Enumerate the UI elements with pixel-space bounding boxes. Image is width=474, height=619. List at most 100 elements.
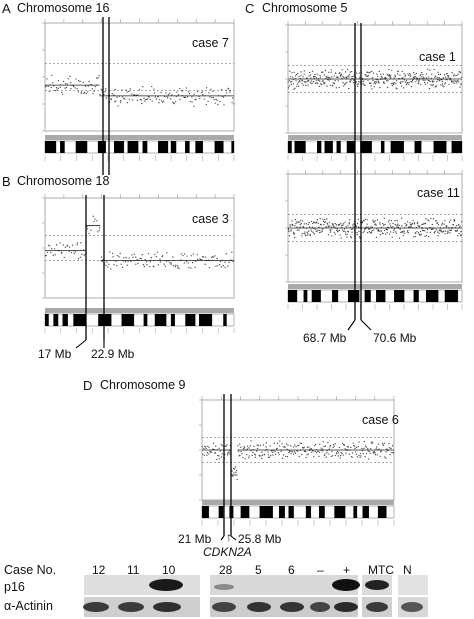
case-label-a: case 7 <box>192 36 229 50</box>
data-point <box>302 80 304 82</box>
data-point <box>446 79 448 81</box>
data-point <box>202 453 204 455</box>
data-point <box>437 224 440 226</box>
data-point <box>84 91 86 94</box>
data-point <box>428 87 431 90</box>
data-point <box>226 454 229 456</box>
data-point <box>381 76 383 78</box>
data-point <box>391 84 393 87</box>
data-point <box>378 70 381 73</box>
data-point <box>400 85 403 87</box>
data-point <box>334 454 337 457</box>
data-point <box>363 447 365 450</box>
data-point <box>322 441 324 443</box>
data-point <box>210 451 213 454</box>
data-point <box>390 219 393 222</box>
data-point <box>167 94 170 96</box>
data-point <box>290 81 292 83</box>
data-point <box>431 84 433 87</box>
data-point <box>45 254 47 257</box>
data-point <box>304 235 307 237</box>
data-point <box>120 89 123 91</box>
data-point <box>193 93 195 95</box>
data-point <box>93 90 95 93</box>
data-point <box>355 446 358 449</box>
data-point <box>139 258 141 260</box>
data-point <box>346 236 348 238</box>
data-point <box>422 229 425 232</box>
data-point <box>191 101 193 103</box>
data-point <box>348 76 350 78</box>
actinin-band-lane-n <box>401 602 423 612</box>
data-point <box>135 263 137 265</box>
data-point <box>291 72 293 74</box>
data-point <box>338 86 340 89</box>
data-point <box>48 90 51 93</box>
data-point <box>329 225 331 227</box>
data-point <box>412 71 415 74</box>
data-point <box>97 77 99 79</box>
data-point <box>277 451 279 454</box>
data-point <box>351 70 353 73</box>
data-point <box>361 220 363 223</box>
data-point <box>51 248 53 250</box>
data-point <box>290 445 292 447</box>
data-point <box>447 230 449 232</box>
data-point <box>363 230 365 232</box>
data-point <box>206 451 209 454</box>
data-point <box>402 77 404 79</box>
data-point <box>217 103 219 106</box>
data-point <box>405 225 407 227</box>
data-point <box>391 451 393 454</box>
data-point <box>444 83 446 85</box>
data-point <box>365 446 368 448</box>
data-point <box>425 218 427 220</box>
data-point <box>432 83 434 86</box>
data-point <box>294 75 297 77</box>
actinin-band-lane-mtc <box>366 602 388 612</box>
data-point <box>259 444 262 446</box>
data-point <box>327 441 329 444</box>
data-point <box>267 451 269 453</box>
data-point <box>290 453 292 455</box>
chromosome-title-b: Chromosome 18 <box>17 174 110 188</box>
data-point <box>207 445 209 447</box>
data-point <box>364 218 366 220</box>
data-point <box>328 221 330 223</box>
data-point <box>55 87 58 89</box>
data-point <box>314 443 317 446</box>
data-point <box>214 452 216 454</box>
data-point <box>383 81 385 83</box>
data-point <box>414 76 417 78</box>
data-point <box>243 447 246 449</box>
data-point <box>424 222 427 224</box>
data-point <box>293 71 295 73</box>
data-point <box>66 244 69 247</box>
data-point <box>417 221 419 223</box>
data-point <box>395 87 397 89</box>
data-point <box>358 230 360 233</box>
data-point <box>375 81 378 83</box>
data-point <box>429 231 432 234</box>
data-point <box>416 222 418 225</box>
data-point <box>191 261 194 264</box>
data-point <box>425 234 428 237</box>
data-point <box>173 103 175 105</box>
data-point <box>246 448 248 450</box>
data-point <box>313 77 315 79</box>
data-point <box>111 93 113 95</box>
data-point <box>427 236 430 238</box>
breakpoint-leader-d-2 <box>230 535 237 541</box>
data-point <box>321 230 323 233</box>
western-blot-image <box>83 575 428 617</box>
blot-case-label: Case No. <box>4 563 57 577</box>
data-point <box>90 229 92 231</box>
data-point <box>453 73 456 76</box>
data-point <box>80 91 83 93</box>
data-point <box>126 264 128 266</box>
data-point <box>317 229 319 231</box>
data-point <box>295 222 297 225</box>
data-point <box>318 85 320 87</box>
data-point <box>410 81 412 83</box>
